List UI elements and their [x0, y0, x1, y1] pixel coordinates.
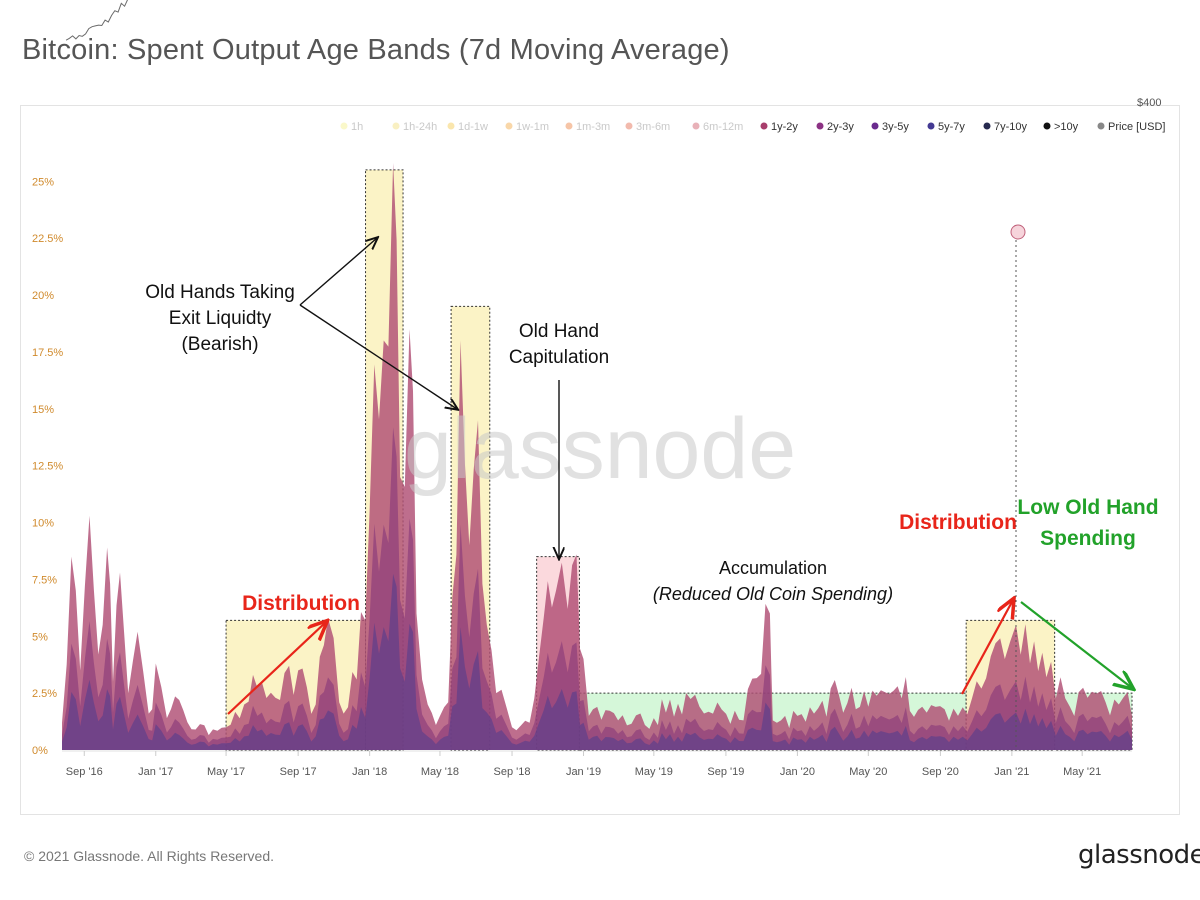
y-left-tick-label: 25% — [32, 176, 54, 188]
legend-swatch — [983, 122, 991, 130]
x-tick-label: Jan '17 — [138, 766, 173, 778]
x-tick-label: Sep '20 — [922, 766, 959, 778]
y-left-tick-label: 12.5% — [32, 461, 63, 473]
legend-label: 1m-3m — [576, 121, 610, 133]
legend-swatch — [1043, 122, 1051, 130]
legend-item-2y-3y[interactable]: 2y-3y — [816, 121, 855, 133]
x-tick-label: May '19 — [635, 766, 673, 778]
legend-item-1m-3m[interactable]: 1m-3m — [565, 121, 611, 133]
legend-label: 5y-7y — [938, 121, 965, 133]
chart-title: Bitcoin: Spent Output Age Bands (7d Movi… — [22, 34, 730, 66]
legend-label: 1w-1m — [516, 121, 549, 133]
y-left-tick-label: 17.5% — [32, 347, 63, 359]
legend-item-7y-10y[interactable]: 7y-10y — [983, 121, 1028, 133]
y-left-tick-label: 15% — [32, 404, 54, 416]
annotation-accumulation-sub: (Reduced Old Coin Spending) — [653, 584, 893, 604]
legend-item-1h[interactable]: 1h — [340, 121, 364, 133]
legend-swatch — [505, 122, 513, 130]
price-usd-line — [65, 0, 128, 41]
arrow-to-jan18-peak — [299, 238, 377, 306]
legend-label: 3m-6m — [636, 121, 670, 133]
legend-swatch — [760, 122, 768, 130]
legend-item--10y[interactable]: >10y — [1043, 121, 1079, 133]
legend-label: 1y-2y — [771, 121, 798, 133]
arrow-distribution-2017 — [227, 622, 326, 715]
age-band-areas — [62, 163, 1132, 750]
annotation-accumulation: Accumulation — [719, 558, 827, 578]
legend-label: 1h-24h — [403, 121, 437, 133]
x-tick-label: Sep '19 — [707, 766, 744, 778]
brand-logo: glassnode — [1078, 840, 1200, 870]
legend-swatch — [692, 122, 700, 130]
legend-swatch — [392, 122, 400, 130]
x-tick-label: Jan '20 — [780, 766, 815, 778]
legend-label: 3y-5y — [882, 121, 909, 133]
x-tick-label: Jan '18 — [352, 766, 387, 778]
y-left-tick-label: 7.5% — [32, 574, 57, 586]
x-tick-label: Sep '18 — [494, 766, 531, 778]
annotation-capitulation-1: Old Hand — [519, 321, 599, 342]
y-left-tick-label: 2.5% — [32, 688, 57, 700]
x-tick-label: Sep '16 — [66, 766, 103, 778]
y-left-tick-label: 5% — [32, 631, 48, 643]
y-left-tick-label: 0% — [32, 745, 48, 757]
y-left-tick-label: 22.5% — [32, 233, 63, 245]
legend-item-1y-2y[interactable]: 1y-2y — [760, 121, 799, 133]
annotation-old-hands-1: Old Hands Taking — [145, 282, 295, 303]
legend-item-5y-7y[interactable]: 5y-7y — [927, 121, 966, 133]
legend-swatch — [565, 122, 573, 130]
legend-item-1w-1m[interactable]: 1w-1m — [505, 121, 550, 133]
legend-item-1h-24h[interactable]: 1h-24h — [392, 121, 438, 133]
legend-swatch — [871, 122, 879, 130]
legend-label: 1d-1w — [458, 121, 488, 133]
axes: Sep '16 Jan '17 May '17 Sep '17 Jan '18 May '… — [32, 97, 1161, 778]
price-highlight-circle — [1010, 224, 1026, 240]
legend-label: >10y — [1054, 121, 1079, 133]
legend-item-6m-12m[interactable]: 6m-12m — [692, 121, 744, 133]
x-tick-label: Jan '21 — [994, 766, 1029, 778]
annotations: Old Hands Taking Exit Liquidty (Bearish)… — [145, 224, 1159, 750]
x-tick-label: May '17 — [207, 766, 245, 778]
legend-label: 2y-3y — [827, 121, 854, 133]
annotation-low-spending-1: Low Old Hand — [1017, 496, 1158, 519]
legend-swatch — [447, 122, 455, 130]
annotation-low-spending-2: Spending — [1040, 527, 1136, 550]
legend-swatch — [340, 122, 348, 130]
annotation-capitulation-2: Capitulation — [509, 347, 609, 368]
annotation-distribution-2017: Distribution — [242, 592, 360, 615]
x-tick-label: May '20 — [849, 766, 887, 778]
legend-label: Price [USD] — [1108, 121, 1165, 133]
x-tick-label: Jan '19 — [566, 766, 601, 778]
y-right-tick-label: $400 — [1137, 97, 1161, 109]
legend[interactable]: 1h 1h-24h 1d-1w 1w-1m 1m-3m 3m-6m 6m-12m 1y-2y 2… — [340, 121, 1166, 133]
legend-item-1d-1w[interactable]: 1d-1w — [447, 121, 489, 133]
legend-label: 7y-10y — [994, 121, 1028, 133]
arrow-to-jun18-peak — [299, 304, 457, 409]
legend-item-3m-6m[interactable]: 3m-6m — [625, 121, 671, 133]
price-line — [65, 0, 128, 41]
arrow-distribution-2021 — [961, 600, 1013, 695]
copyright: © 2021 Glassnode. All Rights Reserved. — [24, 848, 275, 864]
arrow-low-spending — [1020, 601, 1132, 688]
x-tick-label: May '21 — [1063, 766, 1101, 778]
legend-label: 1h — [351, 121, 363, 133]
legend-swatch — [625, 122, 633, 130]
legend-swatch — [927, 122, 935, 130]
area-3y-5y — [62, 573, 1132, 750]
y-left-tick-label: 20% — [32, 290, 54, 302]
y-left-tick-label: 10% — [32, 518, 54, 530]
x-tick-label: Sep '17 — [280, 766, 317, 778]
legend-item-price[interactable]: Price [USD] — [1097, 121, 1166, 133]
annotation-old-hands-3: (Bearish) — [181, 334, 258, 355]
annotation-old-hands-2: Exit Liquidty — [169, 308, 272, 329]
x-tick-label: May '18 — [421, 766, 459, 778]
legend-label: 6m-12m — [703, 121, 743, 133]
legend-swatch — [816, 122, 824, 130]
watermark: glassnode — [404, 401, 796, 497]
annotation-distribution-2021: Distribution — [899, 511, 1017, 534]
legend-item-3y-5y[interactable]: 3y-5y — [871, 121, 910, 133]
legend-swatch — [1097, 122, 1105, 130]
